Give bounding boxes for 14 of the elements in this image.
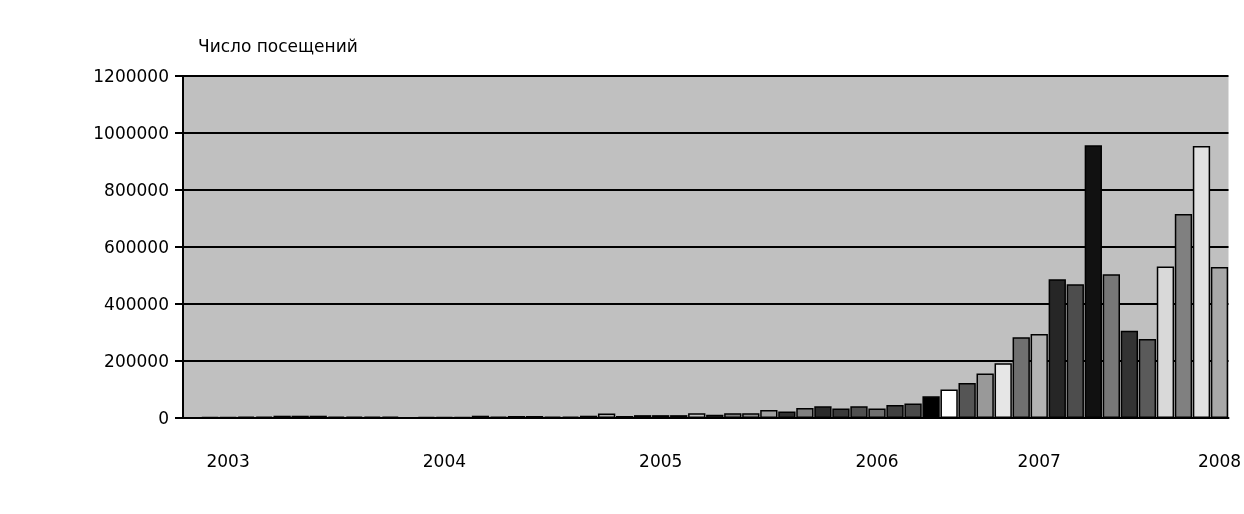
x-tick-label: 2007: [1017, 450, 1061, 471]
x-tick-label: 2008: [1197, 450, 1242, 471]
y-tick-label: 1200000: [93, 66, 169, 86]
x-tick-label: 2004: [422, 450, 467, 471]
y-tick-label: 600000: [104, 237, 169, 257]
y-tick-label: 400000: [104, 294, 169, 314]
x-tick-label: 2003: [206, 450, 250, 471]
y-tick-label: 800000: [104, 180, 169, 200]
y-tick-label: 1000000: [93, 123, 169, 143]
y-axis-title: Число посещений: [198, 35, 358, 56]
y-tick-label: 0: [158, 408, 169, 428]
y-tick-label: 200000: [104, 351, 169, 371]
x-tick-label: 2005: [639, 450, 683, 471]
x-tick-label: 2006: [855, 450, 899, 471]
